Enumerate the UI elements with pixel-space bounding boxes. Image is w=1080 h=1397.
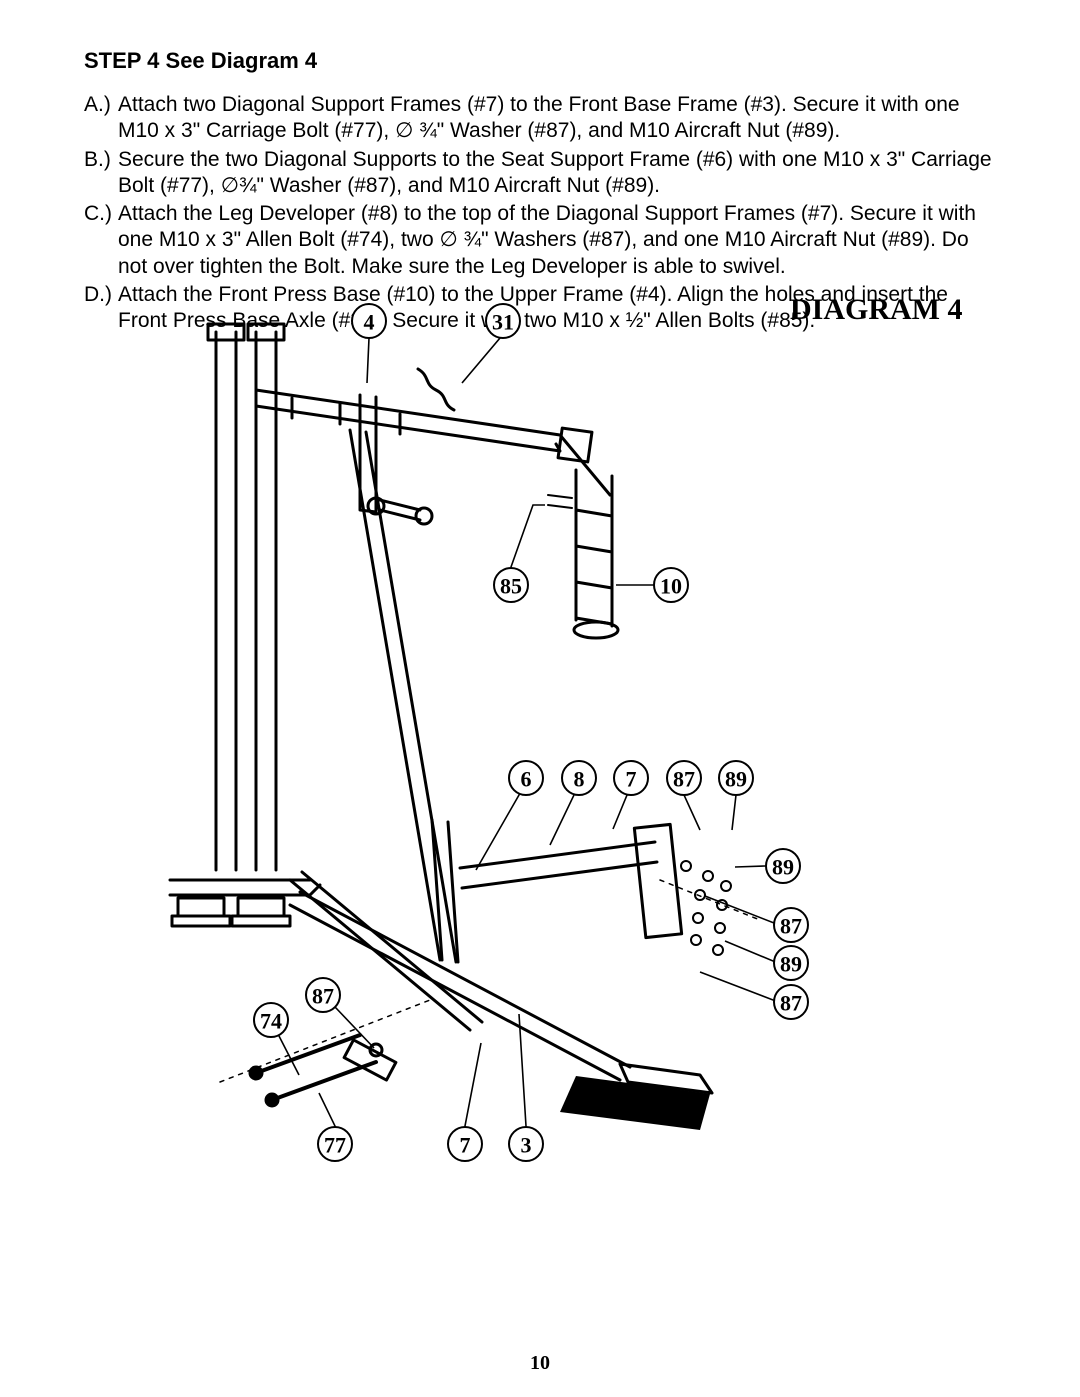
instruction-label: A.) bbox=[84, 92, 118, 145]
callout-label: 87 bbox=[780, 991, 802, 1016]
page-number: 10 bbox=[0, 1352, 1080, 1375]
callout-label: 3 bbox=[521, 1133, 532, 1158]
callout-label: 4 bbox=[364, 310, 375, 335]
callout-label: 89 bbox=[725, 767, 747, 792]
instruction-item: B.)Secure the two Diagonal Supports to t… bbox=[84, 147, 996, 200]
callout-label: 87 bbox=[780, 914, 802, 939]
instruction-text: Attach two Diagonal Support Frames (#7) … bbox=[118, 92, 996, 145]
callout-label: 7 bbox=[460, 1133, 471, 1158]
instruction-text: Secure the two Diagonal Supports to the … bbox=[118, 147, 996, 200]
instruction-label: D.) bbox=[84, 282, 118, 335]
callout-label: 77 bbox=[324, 1133, 346, 1158]
callout-label: 10 bbox=[660, 574, 682, 599]
callout-label: 8 bbox=[574, 767, 585, 792]
callout-label: 89 bbox=[772, 855, 794, 880]
diagram-svg: 431851068787898987898787747773 bbox=[140, 300, 940, 1360]
callout-label: 87 bbox=[312, 984, 334, 1009]
callout-label: 74 bbox=[260, 1009, 282, 1034]
instruction-text: Attach the Leg Developer (#8) to the top… bbox=[118, 201, 996, 280]
instruction-label: C.) bbox=[84, 201, 118, 280]
callout-label: 7 bbox=[626, 767, 637, 792]
instruction-item: A.)Attach two Diagonal Support Frames (#… bbox=[84, 92, 996, 145]
callout-label: 87 bbox=[673, 767, 695, 792]
callout-label: 31 bbox=[492, 310, 514, 335]
callout-label: 89 bbox=[780, 952, 802, 977]
step-title: STEP 4 See Diagram 4 bbox=[84, 48, 996, 74]
callout-label: 85 bbox=[500, 574, 522, 599]
instruction-label: B.) bbox=[84, 147, 118, 200]
instruction-item: C.)Attach the Leg Developer (#8) to the … bbox=[84, 201, 996, 280]
callout-label: 6 bbox=[521, 767, 532, 792]
manual-page: STEP 4 See Diagram 4 A.)Attach two Diago… bbox=[0, 0, 1080, 1397]
